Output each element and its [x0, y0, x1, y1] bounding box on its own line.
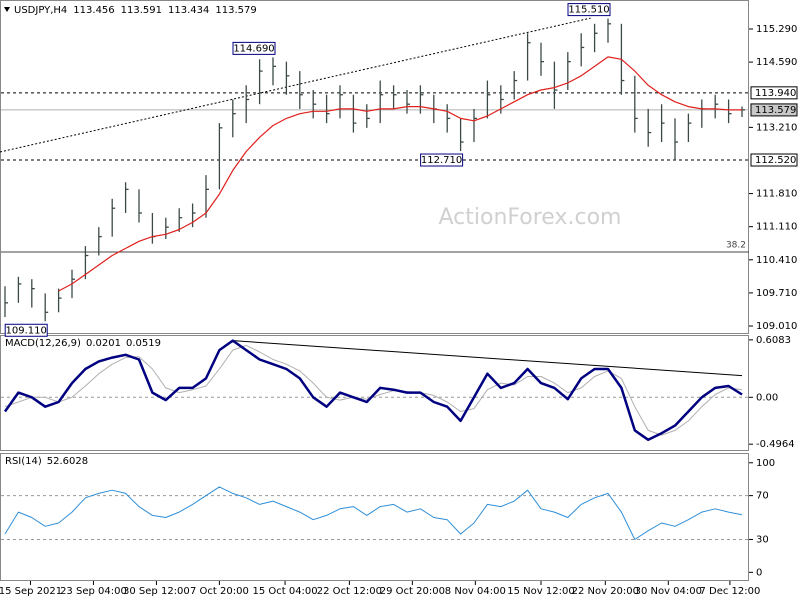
price-box [750, 153, 798, 167]
y-tick-label: 114.590 [756, 57, 797, 68]
trendline [232, 340, 743, 377]
y-tick-label: -0.4964 [756, 439, 795, 450]
indicator-line [3, 339, 743, 442]
y-tick-label: 70 [756, 491, 769, 502]
x-tick-label: 22 Nov 20:00 [572, 586, 639, 597]
ohlc-value: 113.434 [168, 5, 209, 16]
annotation-box [567, 3, 611, 17]
price-box [750, 86, 798, 100]
y-tick-label: 0 [756, 567, 762, 578]
indicator-reading: 0.0201 [86, 338, 121, 349]
x-tick-label: 22 Oct 12:00 [317, 586, 382, 597]
annotation-box [232, 41, 276, 55]
y-tick-label: 110.410 [756, 255, 797, 266]
symbol: USDJPY,H4 [14, 5, 67, 16]
x-tick-label: 7 Dec 12:00 [699, 586, 760, 597]
ohlc-value: 113.579 [215, 5, 256, 16]
watermark: ActionForex.com [439, 205, 622, 230]
y-tick-label: 30 [756, 534, 769, 545]
menu-arrow [4, 7, 10, 12]
indicator-name: MACD(12,26,9) [5, 338, 81, 349]
y-tick-label: 100 [756, 458, 775, 469]
annotation-label: 112.710 [421, 155, 462, 166]
indicator-line [4, 486, 743, 540]
x-tick-label: 23 Sep 04:00 [60, 586, 127, 597]
header: USDJPY,H4 113.456 113.591 113.434 113.579 [14, 5, 257, 16]
y-tick-label: 113.210 [756, 122, 797, 133]
annotation-box [4, 323, 48, 337]
indicator-header: RSI(14) 52.6028 [5, 456, 88, 467]
y-tick-label: 111.110 [756, 222, 797, 233]
main-panel [0, 0, 749, 334]
annotation-label: 115.510 [568, 5, 609, 16]
x-tick-label: 15 Oct 04:00 [252, 586, 317, 597]
x-tick-label: 30 Nov 04:00 [635, 586, 702, 597]
y-tick-label: 111.810 [756, 189, 797, 200]
price-box [750, 103, 798, 117]
x-tick-label: 15 Sep 2021 [0, 586, 62, 597]
price-level-label: 113.579 [755, 105, 796, 116]
fib-label: 38.2 [726, 240, 746, 250]
x-tick-label: 7 Oct 20:00 [190, 586, 249, 597]
indicator-reading: 0.0519 [126, 338, 161, 349]
moving-average [58, 56, 742, 292]
y-tick-label: 115.290 [756, 24, 797, 35]
y-tick-label: 109.010 [756, 321, 797, 332]
macd-panel [0, 335, 749, 451]
rsi-panel [0, 453, 749, 581]
indicator-line [4, 344, 743, 436]
x-tick-label: 29 Oct 20:00 [380, 586, 445, 597]
indicator-name: RSI(14) [5, 456, 42, 467]
price-level-label: 112.520 [755, 155, 796, 166]
x-tick-label: 8 Nov 04:00 [445, 586, 506, 597]
price-level-label: 113.940 [755, 88, 796, 99]
ohlc-value: 113.456 [73, 5, 114, 16]
x-tick-label: 30 Sep 12:00 [123, 586, 190, 597]
y-tick-label: 109.710 [756, 288, 797, 299]
y-tick-label: 0.6083 [756, 335, 791, 346]
annotation-label: 109.110 [6, 325, 47, 336]
annotation-box [420, 153, 464, 167]
x-tick-label: 15 Nov 12:00 [507, 586, 574, 597]
ohlc-value: 113.591 [121, 5, 162, 16]
trendline [0, 17, 591, 153]
indicator-reading: 52.6028 [47, 456, 88, 467]
indicator-header: MACD(12,26,9) 0.0201 0.0519 [5, 338, 161, 349]
y-tick-label: 0.00 [756, 392, 778, 403]
annotation-label: 114.690 [233, 43, 274, 54]
